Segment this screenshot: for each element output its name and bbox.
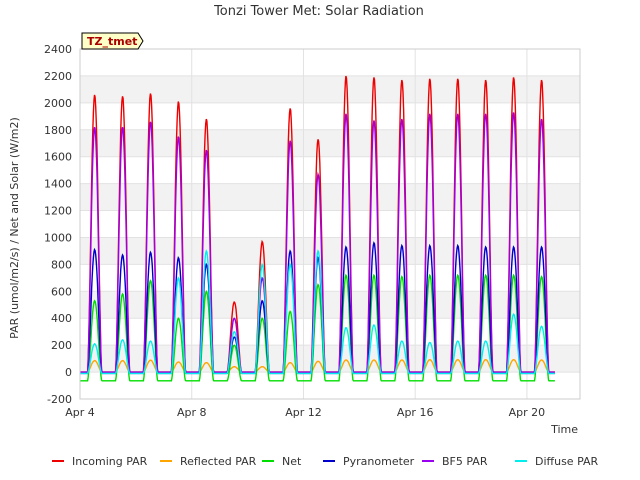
y-tick-label: 1200 xyxy=(44,205,72,218)
plot-frame xyxy=(79,48,581,400)
plot-band xyxy=(80,102,580,130)
y-tick-label: 2200 xyxy=(44,70,72,83)
plot-band xyxy=(80,129,580,157)
legend-label-pyranometer: Pyranometer xyxy=(343,455,415,468)
series-line-diffuse-par xyxy=(80,249,555,375)
series-lines xyxy=(80,75,555,382)
plot-band xyxy=(80,291,580,319)
plot-band xyxy=(80,318,580,346)
x-tick-label: Apr 12 xyxy=(285,406,322,419)
y-tick-label: 1800 xyxy=(44,124,72,137)
plot-band xyxy=(80,75,580,103)
y-tick-labels: -200 0 200 400 600 800 1000 1200 1400 1600 1800 200… xyxy=(44,43,72,406)
y-tick-label: 2400 xyxy=(44,43,72,56)
legend-label-diffuse-par: Diffuse PAR xyxy=(535,455,599,468)
y-tick-label: 1400 xyxy=(44,178,72,191)
plot-band xyxy=(80,156,580,184)
x-tick-label: Apr 8 xyxy=(177,406,207,419)
y-tick-label: 1000 xyxy=(44,231,72,244)
plot-band xyxy=(80,345,580,373)
plot-band xyxy=(80,49,580,76)
series-line-bf5-par xyxy=(80,112,555,373)
legend-label-bf5-par: BF5 PAR xyxy=(442,455,488,468)
y-tick-label: 0 xyxy=(65,366,72,379)
x-tick-label: Apr 4 xyxy=(65,406,95,419)
plot-band xyxy=(80,264,580,292)
y-tick-label: 2000 xyxy=(44,97,72,110)
y-axis-label: PAR (umol/m2/s) / Net and Solar (W/m2) xyxy=(8,117,21,339)
x-tick-labels: Apr 4 Apr 8 Apr 12 Apr 16 Apr 20 xyxy=(65,406,545,419)
x-tick-label: Apr 16 xyxy=(397,406,434,419)
tz-badge: TZ_tmet xyxy=(81,32,144,50)
plot-background xyxy=(80,49,580,399)
y-tick-label: 1600 xyxy=(44,151,72,164)
legend-label-net: Net xyxy=(282,455,302,468)
y-tick-label: 200 xyxy=(51,339,72,352)
plot-band xyxy=(80,183,580,211)
y-tick-label: 800 xyxy=(51,258,72,271)
x-tick-label: Apr 20 xyxy=(509,406,546,419)
y-tick-label: 600 xyxy=(51,285,72,298)
plot-band xyxy=(80,210,580,238)
plot-band xyxy=(80,237,580,265)
series-line-net xyxy=(80,273,555,382)
plot-band xyxy=(80,372,580,399)
legend: Incoming PAR Reflected PAR Net Pyranometer B… xyxy=(52,455,599,468)
y-tick-label: -200 xyxy=(47,393,72,406)
badge-label: TZ_tmet xyxy=(87,35,137,48)
x-axis-label: Time xyxy=(550,423,578,436)
chart-title: Tonzi Tower Met: Solar Radiation xyxy=(213,4,424,19)
legend-label-reflected-par: Reflected PAR xyxy=(180,455,257,468)
legend-label-incoming-par: Incoming PAR xyxy=(72,455,148,468)
y-tick-label: 400 xyxy=(51,312,72,325)
